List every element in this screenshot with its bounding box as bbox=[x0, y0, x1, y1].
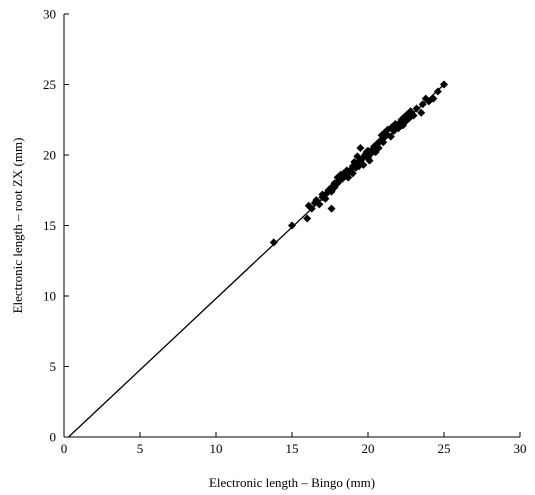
y-tick-label: 5 bbox=[50, 359, 57, 374]
y-axis-title: Electronic length – root ZX (mm) bbox=[10, 138, 25, 314]
chart-ticks: 0 5 10 15 20 25 30 0 5 10 15 20 25 30 bbox=[43, 7, 527, 457]
y-tick-label: 25 bbox=[43, 77, 56, 92]
y-tick-label: 0 bbox=[50, 430, 57, 445]
data-point bbox=[394, 124, 403, 133]
y-tick-label: 20 bbox=[43, 148, 56, 163]
x-axis-title: Electronic length – Bingo (mm) bbox=[209, 475, 375, 490]
data-point bbox=[379, 138, 388, 147]
data-point bbox=[418, 100, 427, 109]
x-tick-label: 30 bbox=[514, 441, 527, 456]
data-point bbox=[409, 111, 418, 120]
data-point bbox=[303, 214, 312, 223]
data-point bbox=[440, 80, 448, 89]
data-point bbox=[321, 194, 330, 203]
data-point bbox=[344, 173, 353, 182]
data-point bbox=[365, 156, 374, 165]
data-point bbox=[307, 204, 316, 213]
data-point bbox=[417, 108, 426, 117]
data-point bbox=[359, 160, 368, 169]
x-tick-label: 10 bbox=[210, 441, 223, 456]
data-point bbox=[327, 204, 336, 213]
y-tick-label: 30 bbox=[43, 7, 56, 22]
y-tick-label: 15 bbox=[43, 218, 56, 233]
data-point bbox=[412, 104, 421, 113]
data-point bbox=[348, 169, 357, 178]
data-point bbox=[433, 87, 442, 96]
chart-points bbox=[269, 80, 448, 247]
data-point bbox=[269, 238, 278, 247]
x-tick-label: 15 bbox=[286, 441, 299, 456]
y-tick-label: 10 bbox=[43, 289, 56, 304]
data-point bbox=[315, 200, 324, 209]
x-tick-label: 5 bbox=[137, 441, 144, 456]
x-tick-label: 20 bbox=[362, 441, 375, 456]
data-point bbox=[429, 94, 438, 103]
data-point bbox=[386, 132, 395, 141]
data-point bbox=[374, 143, 383, 152]
x-tick-label: 0 bbox=[61, 441, 68, 456]
data-point bbox=[288, 221, 296, 230]
data-point bbox=[356, 143, 365, 152]
x-tick-label: 25 bbox=[438, 441, 451, 456]
